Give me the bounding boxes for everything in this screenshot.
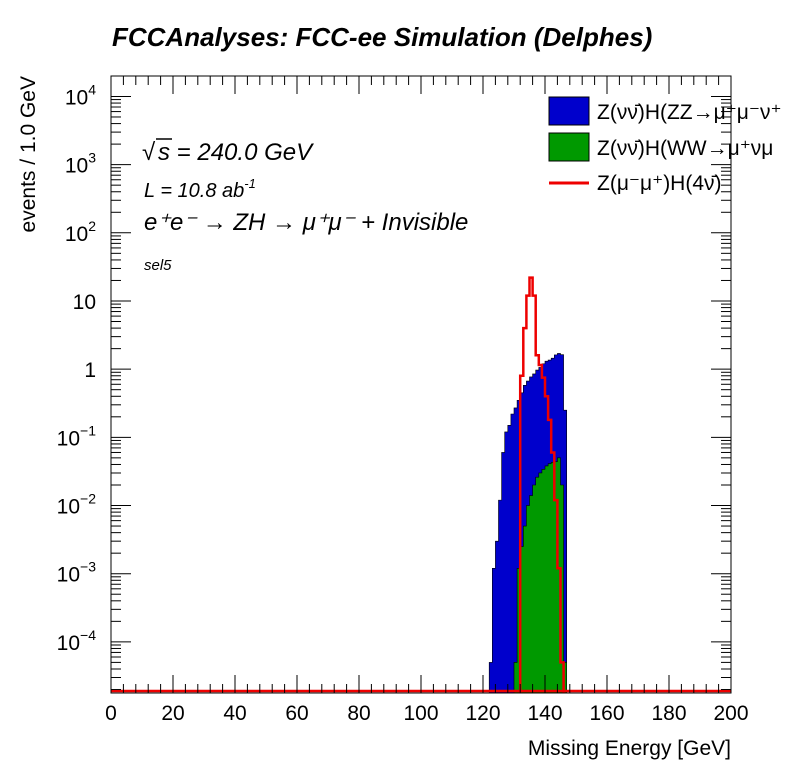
y-tick-label: 10−3 xyxy=(57,559,97,587)
plot-frame xyxy=(110,75,732,694)
x-tick-label: 80 xyxy=(347,702,370,725)
legend-swatch-ww xyxy=(548,132,590,162)
x-tick-label: 200 xyxy=(713,702,748,725)
y-tick-label: 102 xyxy=(65,218,96,246)
x-axis-ticks: 0 20 40 60 80 100 120 140 160 180 200 xyxy=(105,76,749,725)
lumi-exponent: -1 xyxy=(244,176,256,191)
legend-entry-zz: Z(νν̄)H(ZZ→μ⁺μ⁻ν⁺ xyxy=(548,96,782,126)
energy-label: s = 240.0 GeV xyxy=(158,139,314,166)
y-tick-label: 104 xyxy=(65,81,96,109)
legend-label-ww: Z(νν̄)H(WW→μ⁺νμ xyxy=(597,137,773,160)
annotation-process: e⁺e⁻ → ZH → μ⁺μ⁻ + Invisible xyxy=(144,209,468,236)
x-tick-label: 120 xyxy=(465,702,500,725)
y-axis-label: events / 1.0 GeV xyxy=(17,76,40,232)
x-tick-label: 60 xyxy=(285,702,308,725)
lumi-label: L = 10.8 ab xyxy=(144,180,244,202)
x-tick-label: 20 xyxy=(161,702,184,725)
y-tick-label: 10 xyxy=(73,291,96,314)
x-tick-label: 140 xyxy=(527,702,562,725)
legend-entry-signal: Z(μ⁻μ⁺)H(4ν̄) xyxy=(549,172,722,195)
y-tick-label: 10−1 xyxy=(57,422,97,450)
annotation-energy: √ s = 240.0 GeV xyxy=(142,138,314,166)
y-tick-label: 10−4 xyxy=(57,627,97,655)
sqrt-symbol: √ xyxy=(142,139,156,166)
legend-label-zz: Z(νν̄)H(ZZ→μ⁺μ⁻ν⁺ xyxy=(597,101,782,124)
y-tick-label: 10−2 xyxy=(57,491,97,519)
histogram-line-layer xyxy=(111,276,731,693)
histogram-fills xyxy=(488,353,567,694)
legend-entry-ww: Z(νν̄)H(WW→μ⁺νμ xyxy=(548,132,773,162)
chart-title: FCCAnalyses: FCC-ee Simulation (Delphes) xyxy=(112,22,652,52)
x-tick-label: 180 xyxy=(651,702,686,725)
series-1-fill xyxy=(513,457,567,694)
svg-text:L = 10.8 ab-1: L = 10.8 ab-1 xyxy=(144,176,256,202)
x-tick-label: 0 xyxy=(105,702,117,725)
x-tick-label: 100 xyxy=(403,702,438,725)
legend-label-signal: Z(μ⁻μ⁺)H(4ν̄) xyxy=(597,172,722,195)
y-tick-label: 1 xyxy=(84,359,96,382)
series-2-line xyxy=(518,276,565,693)
legend: Z(νν̄)H(ZZ→μ⁺μ⁻ν⁺ Z(νν̄)H(WW→μ⁺νμ Z(μ⁻μ⁺… xyxy=(548,96,782,195)
x-tick-label: 160 xyxy=(589,702,624,725)
y-tick-label: 103 xyxy=(65,150,96,178)
annotation-selection: sel5 xyxy=(144,257,172,274)
x-axis-label: Missing Energy [GeV] xyxy=(528,737,731,760)
x-tick-label: 40 xyxy=(223,702,246,725)
legend-swatch-zz xyxy=(548,96,590,126)
annotation-lumi: L = 10.8 ab-1 xyxy=(144,176,256,202)
